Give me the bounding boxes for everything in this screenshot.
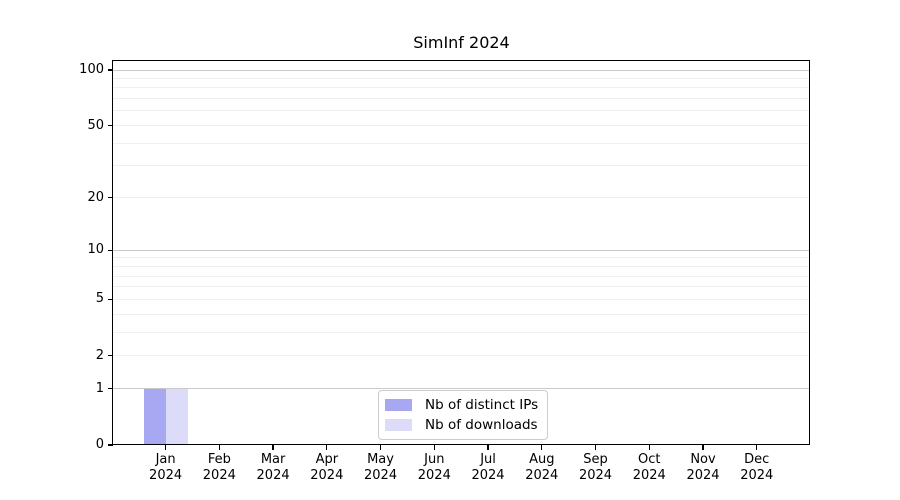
- x-tick-label-year: 2024: [740, 468, 774, 483]
- x-tick-label: May 2024: [351, 452, 411, 484]
- x-tick: [702, 445, 704, 450]
- y-tick-label: 50: [87, 117, 104, 133]
- minor-gridline: [113, 298, 810, 300]
- x-tick-label: Nov 2024: [673, 452, 733, 484]
- legend-swatch-downloads: [385, 419, 412, 431]
- y-tick-label: 5: [95, 291, 104, 307]
- y-tick: [108, 249, 113, 251]
- bar-downloads-jan: [165, 388, 188, 445]
- x-tick-label-year: 2024: [525, 468, 559, 483]
- x-tick-label-month: Feb: [207, 452, 231, 467]
- x-tick-label-year: 2024: [417, 468, 451, 483]
- legend-label-downloads: Nb of downloads: [425, 417, 538, 433]
- x-tick-label: Feb 2024: [189, 452, 249, 484]
- minor-gridline: [113, 331, 810, 333]
- x-tick: [379, 445, 382, 450]
- x-tick-label: Aug 2024: [512, 452, 572, 484]
- x-tick: [326, 445, 328, 450]
- x-tick-label: Jun 2024: [404, 452, 464, 484]
- x-tick: [487, 445, 489, 450]
- x-tick: [756, 445, 758, 450]
- x-tick-label-year: 2024: [149, 468, 183, 483]
- minor-gridline: [113, 165, 810, 167]
- major-gridline: [113, 388, 810, 390]
- x-tick-label-month: Jun: [424, 452, 445, 467]
- x-tick: [541, 445, 543, 450]
- x-tick-label-month: Dec: [744, 452, 770, 467]
- x-tick-label-month: May: [367, 452, 394, 467]
- y-tick-label: 0: [95, 437, 104, 452]
- x-tick-label-month: Jul: [480, 452, 496, 467]
- bar-distinct-ips-jan: [143, 388, 166, 445]
- major-gridline: [113, 69, 810, 71]
- y-tick: [108, 197, 113, 199]
- x-tick-label-month: Sep: [583, 452, 608, 467]
- y-tick: [108, 69, 113, 71]
- y-tick-label: 100: [79, 62, 104, 77]
- x-tick-label-year: 2024: [632, 468, 666, 483]
- x-tick-label: Apr 2024: [297, 452, 357, 484]
- y-tick-label: 1: [95, 380, 104, 396]
- y-tick-label: 20: [87, 189, 104, 205]
- minor-gridline: [113, 265, 810, 267]
- legend-swatch-distinct-ips: [385, 399, 412, 411]
- x-tick-label-month: Nov: [690, 452, 716, 467]
- x-tick-label-year: 2024: [471, 468, 505, 483]
- y-tick-label: 2: [95, 347, 104, 363]
- y-tick: [108, 355, 113, 357]
- legend-item-downloads: Nb of downloads: [385, 415, 538, 435]
- minor-gridline: [113, 110, 810, 112]
- minor-gridline: [113, 98, 810, 100]
- legend-label-distinct-ips: Nb of distinct IPs: [425, 397, 539, 413]
- x-tick: [218, 445, 220, 450]
- minor-gridline: [113, 275, 810, 277]
- minor-gridline: [113, 77, 810, 79]
- x-tick-label-year: 2024: [364, 468, 398, 483]
- x-tick-label: Oct 2024: [619, 452, 679, 484]
- x-tick-label-year: 2024: [578, 468, 613, 483]
- x-tick-label-month: Mar: [260, 452, 286, 467]
- chart-title: SimInf 2024: [413, 33, 510, 52]
- x-tick-label: Sep 2024: [566, 452, 626, 484]
- x-tick-label-year: 2024: [202, 468, 236, 483]
- x-tick-label: Jul 2024: [458, 452, 518, 484]
- y-tick: [108, 388, 113, 390]
- x-tick-label-month: Jan: [155, 452, 176, 467]
- minor-gridline: [113, 125, 810, 127]
- x-tick-label-year: 2024: [256, 468, 290, 483]
- x-tick-label-month: Apr: [315, 452, 339, 467]
- x-tick: [165, 445, 167, 450]
- legend: Nb of distinct IPs Nb of downloads: [378, 390, 549, 440]
- x-tick: [594, 445, 597, 450]
- major-gridline: [113, 249, 810, 251]
- minor-gridline: [113, 257, 810, 259]
- x-tick-label-year: 2024: [686, 468, 720, 483]
- minor-gridline: [113, 87, 810, 89]
- legend-item-distinct-ips: Nb of distinct IPs: [385, 395, 538, 415]
- x-tick: [272, 445, 274, 450]
- x-tick: [433, 445, 435, 450]
- y-tick: [108, 444, 113, 446]
- y-tick-label: 10: [87, 242, 104, 258]
- minor-gridline: [113, 142, 810, 144]
- minor-gridline: [113, 313, 810, 315]
- y-tick: [108, 298, 113, 300]
- x-tick-label-month: Oct: [638, 452, 661, 467]
- x-tick-label-month: Aug: [529, 452, 555, 467]
- x-tick-label: Dec 2024: [727, 452, 787, 484]
- y-tick: [108, 124, 113, 127]
- x-tick-label: Mar 2024: [243, 452, 303, 484]
- minor-gridline: [113, 286, 810, 288]
- x-tick-label-year: 2024: [310, 468, 344, 483]
- minor-gridline: [113, 355, 810, 357]
- minor-gridline: [113, 197, 810, 199]
- x-tick-label: Jan 2024: [136, 452, 196, 484]
- x-tick: [648, 445, 650, 450]
